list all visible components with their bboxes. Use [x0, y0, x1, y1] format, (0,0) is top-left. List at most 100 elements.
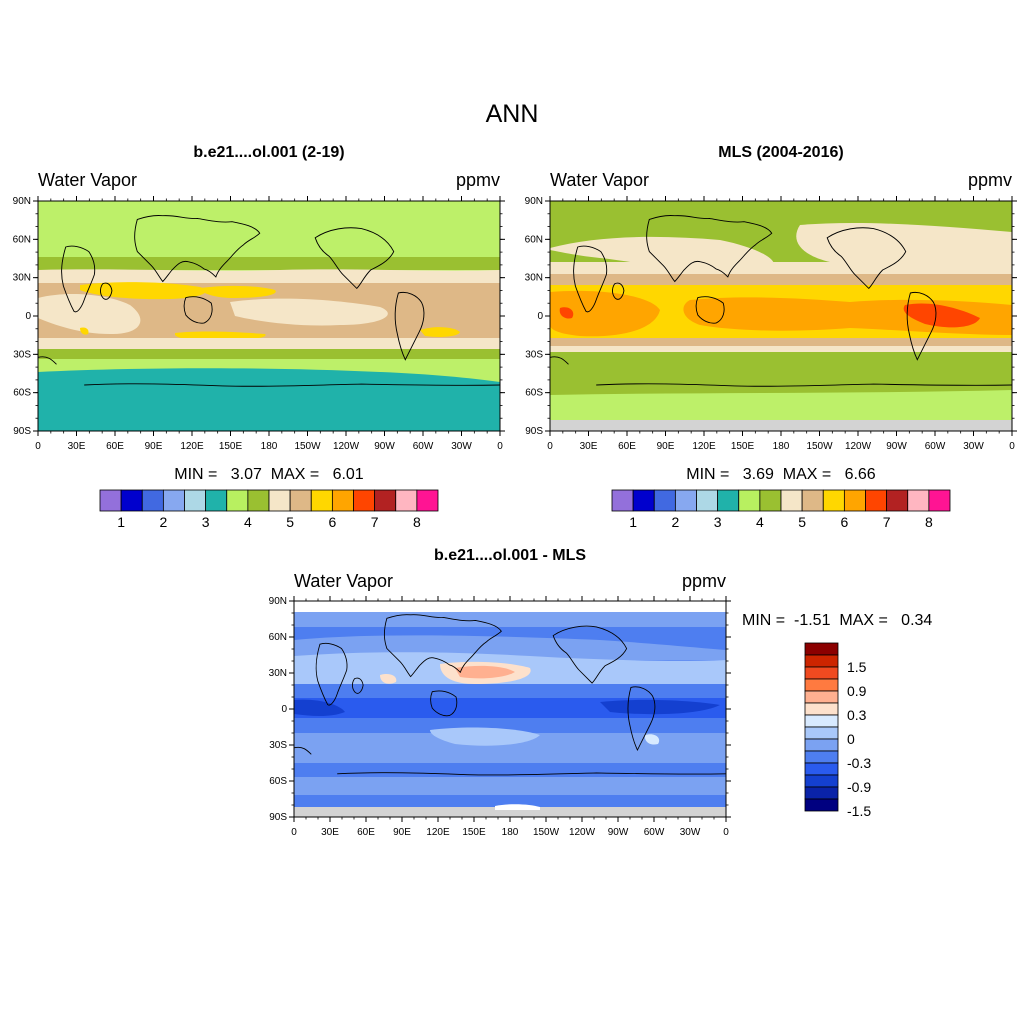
panel1-title: b.e21....ol.001 (2-19)	[193, 144, 345, 161]
panel2-lon-label: 60W	[925, 441, 946, 452]
panel2-stats: MIN = 3.69 MAX = 6.66	[686, 466, 876, 483]
panel3-lat-label: 30N	[269, 668, 287, 679]
panel2-lon-label: 150E	[731, 441, 755, 452]
panel3-lat-label: 30S	[269, 740, 287, 751]
panel2-lat-label: 30S	[525, 349, 543, 360]
panel2-lon-label: 0	[547, 441, 553, 452]
panel3-colorbar-swatch	[804, 750, 839, 764]
panel1-lat-label: 60S	[13, 388, 31, 399]
panel1-lon-label: 120W	[333, 441, 360, 452]
panel3-colorbar-swatch	[804, 714, 839, 728]
panel2-lat-label: 60N	[525, 234, 543, 245]
panel1-colorbar-swatch	[184, 489, 207, 512]
panel2-colorbar-swatch	[907, 489, 930, 512]
panel3-lat-label: 60S	[269, 776, 287, 787]
panel2-colorbar-label: 1	[629, 514, 637, 530]
panel1-lon-label: 30E	[68, 441, 86, 452]
panel3-lon-label: 90W	[608, 827, 629, 838]
panel2-lon-label: 120E	[692, 441, 716, 452]
panel1-lon-label: 120E	[180, 441, 204, 452]
panel1-lat-label: 0	[25, 311, 31, 322]
panel1-colorbar-swatch	[205, 489, 228, 512]
panel2-lat-label: 90N	[525, 196, 543, 207]
panel2-colorbar-swatch	[674, 489, 697, 512]
panel2-colorbar-swatch	[653, 489, 676, 512]
panel3-colorbar-swatch	[804, 726, 839, 740]
panel3-lon-label: 150W	[533, 827, 560, 838]
panel2-colorbar-swatch	[843, 489, 866, 512]
panel1-lon-label: 150E	[219, 441, 243, 452]
panel3-lon-label: 120W	[569, 827, 596, 838]
panel3-colorbar-label: -0.9	[847, 779, 871, 795]
panel1-colorbar-label: 4	[244, 514, 252, 530]
panel2-colorbar-swatch	[801, 489, 824, 512]
panel2-colorbar-label: 3	[714, 514, 722, 530]
panel3-variable-label: Water Vapor	[294, 571, 394, 591]
panel3-colorbar-label: 0	[847, 731, 855, 747]
panel2-colorbar-swatch	[717, 489, 740, 512]
panel1-colorbar-swatch	[374, 489, 397, 512]
panel1-lon-label: 0	[35, 441, 41, 452]
panel1-colorbar-swatch	[395, 489, 418, 512]
colorbars-layer: 1 2 3 4 5 6 7 8 1 2 3 4 5 6 7 8 1.5 0.9 0.3 0 -0.3 -0.9 -1.5	[99, 489, 951, 819]
panel2-lon-label: 180	[773, 441, 790, 452]
panel1-colorbar-swatch	[99, 489, 122, 512]
panel1-colorbar-label: 1	[117, 514, 125, 530]
panel3-lon-label: 180	[502, 827, 519, 838]
panel2-lon-label: 90E	[657, 441, 675, 452]
panel2-lon-label: 90W	[886, 441, 907, 452]
panel2-lon-label: 30W	[963, 441, 984, 452]
panel3-title: b.e21....ol.001 - MLS	[433, 547, 587, 564]
panel3-map	[294, 601, 726, 817]
panel3-lon-label: 90E	[393, 827, 411, 838]
panel2-colorbar-swatch	[928, 489, 951, 512]
panel3-colorbar-label: 0.3	[847, 707, 867, 723]
panel3-lon-label: 150E	[462, 827, 486, 838]
panel2-colorbar-label: 5	[798, 514, 806, 530]
panel3-lat-label: 90N	[269, 596, 287, 607]
panel1-lat-label: 30N	[13, 273, 31, 284]
panel1-colorbar-swatch	[353, 489, 376, 512]
panel1-colorbar-label: 3	[202, 514, 210, 530]
panel3-lon-label: 120E	[426, 827, 450, 838]
panel3-colorbar-swatch	[804, 654, 839, 668]
panel2-colorbar-swatch	[865, 489, 888, 512]
panel3-stats: MIN = -1.51 MAX = 0.34	[742, 612, 933, 629]
panel1-lon-label: 180	[261, 441, 278, 452]
panel1-lon-label: 60W	[413, 441, 434, 452]
panel3-colorbar-swatch	[804, 774, 839, 788]
panel2-lat-label: 60S	[525, 388, 543, 399]
panel3-lon-label: 30E	[321, 827, 339, 838]
panel3-colorbar-swatch	[804, 798, 839, 812]
panel1-colorbar-swatch	[120, 489, 143, 512]
panel1-colorbar-swatch	[310, 489, 333, 512]
panel2-map	[550, 201, 1012, 431]
panel2-lat-label: 0	[537, 311, 543, 322]
panel2-lon-label: 60E	[618, 441, 636, 452]
panel1-map	[38, 201, 500, 431]
panel3-lon-label: 60E	[357, 827, 375, 838]
panel3-lon-label: 60W	[644, 827, 665, 838]
panel1-lon-label: 150W	[294, 441, 321, 452]
panel2-colorbar-swatch	[822, 489, 845, 512]
panel2-colorbar-label: 2	[671, 514, 679, 530]
panel2-colorbar-label: 7	[883, 514, 891, 530]
panel1-colorbar-label: 5	[286, 514, 294, 530]
panel1-colorbar-swatch	[226, 489, 249, 512]
panel1-colorbar-swatch	[162, 489, 185, 512]
panel3-lat-label: 60N	[269, 632, 287, 643]
panel2-colorbar-swatch	[738, 489, 761, 512]
panel3-colorbar-label: -0.3	[847, 755, 871, 771]
panel3-lat-label: 0	[281, 704, 287, 715]
panel3-colorbar-swatch	[804, 762, 839, 776]
panel1-colorbar-label: 8	[413, 514, 421, 530]
panel1-variable-label: Water Vapor	[38, 170, 138, 190]
panel2-colorbar-label: 8	[925, 514, 933, 530]
panel2-colorbar-swatch	[886, 489, 909, 512]
panel2-title: MLS (2004-2016)	[718, 144, 844, 161]
panel3-lon-label: 30W	[680, 827, 701, 838]
panel3-colorbar-label: 1.5	[847, 659, 867, 675]
panel1-lat-label: 60N	[13, 234, 31, 245]
panel3-colorbar-swatch	[804, 666, 839, 680]
panel1-stats: MIN = 3.07 MAX = 6.01	[174, 466, 364, 483]
